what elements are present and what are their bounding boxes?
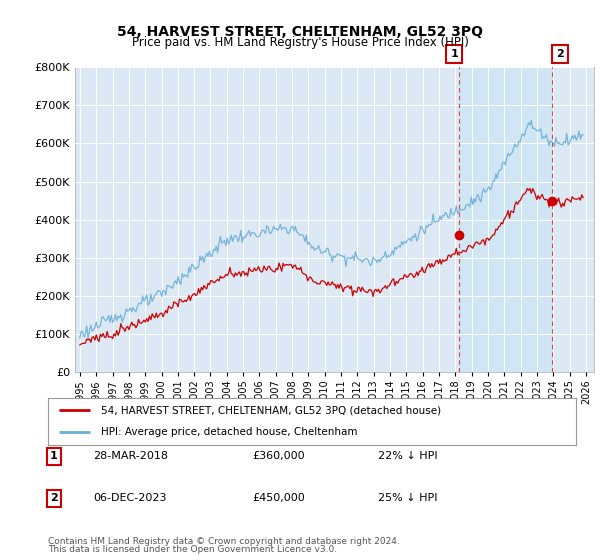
Text: Price paid vs. HM Land Registry's House Price Index (HPI): Price paid vs. HM Land Registry's House … [131, 36, 469, 49]
Text: 54, HARVEST STREET, CHELTENHAM, GL52 3PQ (detached house): 54, HARVEST STREET, CHELTENHAM, GL52 3PQ… [101, 405, 441, 416]
Bar [552, 67, 600, 372]
Text: 54, HARVEST STREET, CHELTENHAM, GL52 3PQ: 54, HARVEST STREET, CHELTENHAM, GL52 3PQ [117, 25, 483, 39]
Text: £360,000: £360,000 [252, 451, 305, 461]
Text: 2: 2 [556, 49, 564, 59]
Text: 1: 1 [50, 451, 58, 461]
Bar [552, 67, 600, 372]
Text: Contains HM Land Registry data © Crown copyright and database right 2024.: Contains HM Land Registry data © Crown c… [48, 537, 400, 546]
Text: 25% ↓ HPI: 25% ↓ HPI [378, 493, 437, 503]
Text: This data is licensed under the Open Government Licence v3.0.: This data is licensed under the Open Gov… [48, 545, 337, 554]
Bar [459, 67, 552, 372]
Text: 1: 1 [450, 49, 458, 59]
Text: 06-DEC-2023: 06-DEC-2023 [93, 493, 167, 503]
Text: 2: 2 [50, 493, 58, 503]
Text: 28-MAR-2018: 28-MAR-2018 [93, 451, 168, 461]
Text: £450,000: £450,000 [252, 493, 305, 503]
Text: HPI: Average price, detached house, Cheltenham: HPI: Average price, detached house, Chel… [101, 427, 358, 437]
Text: 22% ↓ HPI: 22% ↓ HPI [378, 451, 437, 461]
